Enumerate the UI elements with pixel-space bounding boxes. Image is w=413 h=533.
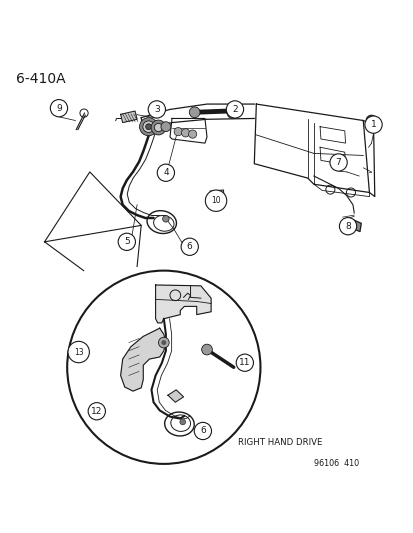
Circle shape: [154, 124, 162, 132]
Circle shape: [364, 116, 381, 133]
Polygon shape: [120, 328, 166, 391]
Circle shape: [118, 233, 135, 251]
Circle shape: [236, 354, 253, 372]
Text: 6: 6: [186, 243, 192, 251]
Text: RIGHT HAND DRIVE: RIGHT HAND DRIVE: [237, 438, 322, 447]
Polygon shape: [168, 390, 183, 402]
Text: 6-410A: 6-410A: [16, 72, 65, 86]
Polygon shape: [347, 218, 360, 231]
Text: 8: 8: [344, 222, 350, 231]
Circle shape: [88, 402, 105, 420]
Text: 7: 7: [335, 158, 341, 167]
Circle shape: [201, 344, 212, 355]
Circle shape: [157, 164, 174, 181]
Text: 5: 5: [123, 237, 129, 246]
Circle shape: [142, 121, 154, 132]
Circle shape: [162, 215, 169, 222]
Polygon shape: [155, 285, 211, 323]
Circle shape: [188, 130, 196, 138]
Circle shape: [179, 419, 185, 425]
Circle shape: [67, 271, 260, 464]
Circle shape: [226, 101, 243, 118]
Text: 4: 4: [163, 168, 168, 177]
Circle shape: [339, 217, 356, 235]
Circle shape: [158, 337, 169, 348]
Circle shape: [174, 127, 182, 136]
Polygon shape: [210, 190, 224, 201]
Circle shape: [139, 118, 157, 136]
Circle shape: [151, 120, 166, 135]
Circle shape: [189, 107, 199, 118]
Circle shape: [181, 129, 189, 137]
Text: 2: 2: [232, 105, 237, 114]
Text: 9: 9: [56, 104, 62, 112]
Circle shape: [329, 154, 347, 171]
Circle shape: [148, 101, 165, 118]
Circle shape: [205, 190, 226, 212]
Text: 1: 1: [370, 120, 375, 129]
Circle shape: [161, 122, 171, 132]
Text: 6: 6: [199, 426, 205, 435]
Text: 12: 12: [91, 407, 102, 416]
Circle shape: [161, 340, 166, 345]
Text: 10: 10: [211, 196, 220, 205]
Circle shape: [145, 124, 151, 130]
Circle shape: [50, 100, 67, 117]
Polygon shape: [120, 111, 137, 123]
Text: 96106  410: 96106 410: [313, 458, 358, 467]
Text: 11: 11: [238, 358, 250, 367]
Circle shape: [194, 422, 211, 440]
Text: 13: 13: [74, 348, 83, 357]
Circle shape: [227, 108, 237, 118]
Circle shape: [180, 238, 198, 255]
Circle shape: [68, 341, 89, 363]
Text: 3: 3: [154, 105, 159, 114]
Circle shape: [365, 115, 376, 126]
